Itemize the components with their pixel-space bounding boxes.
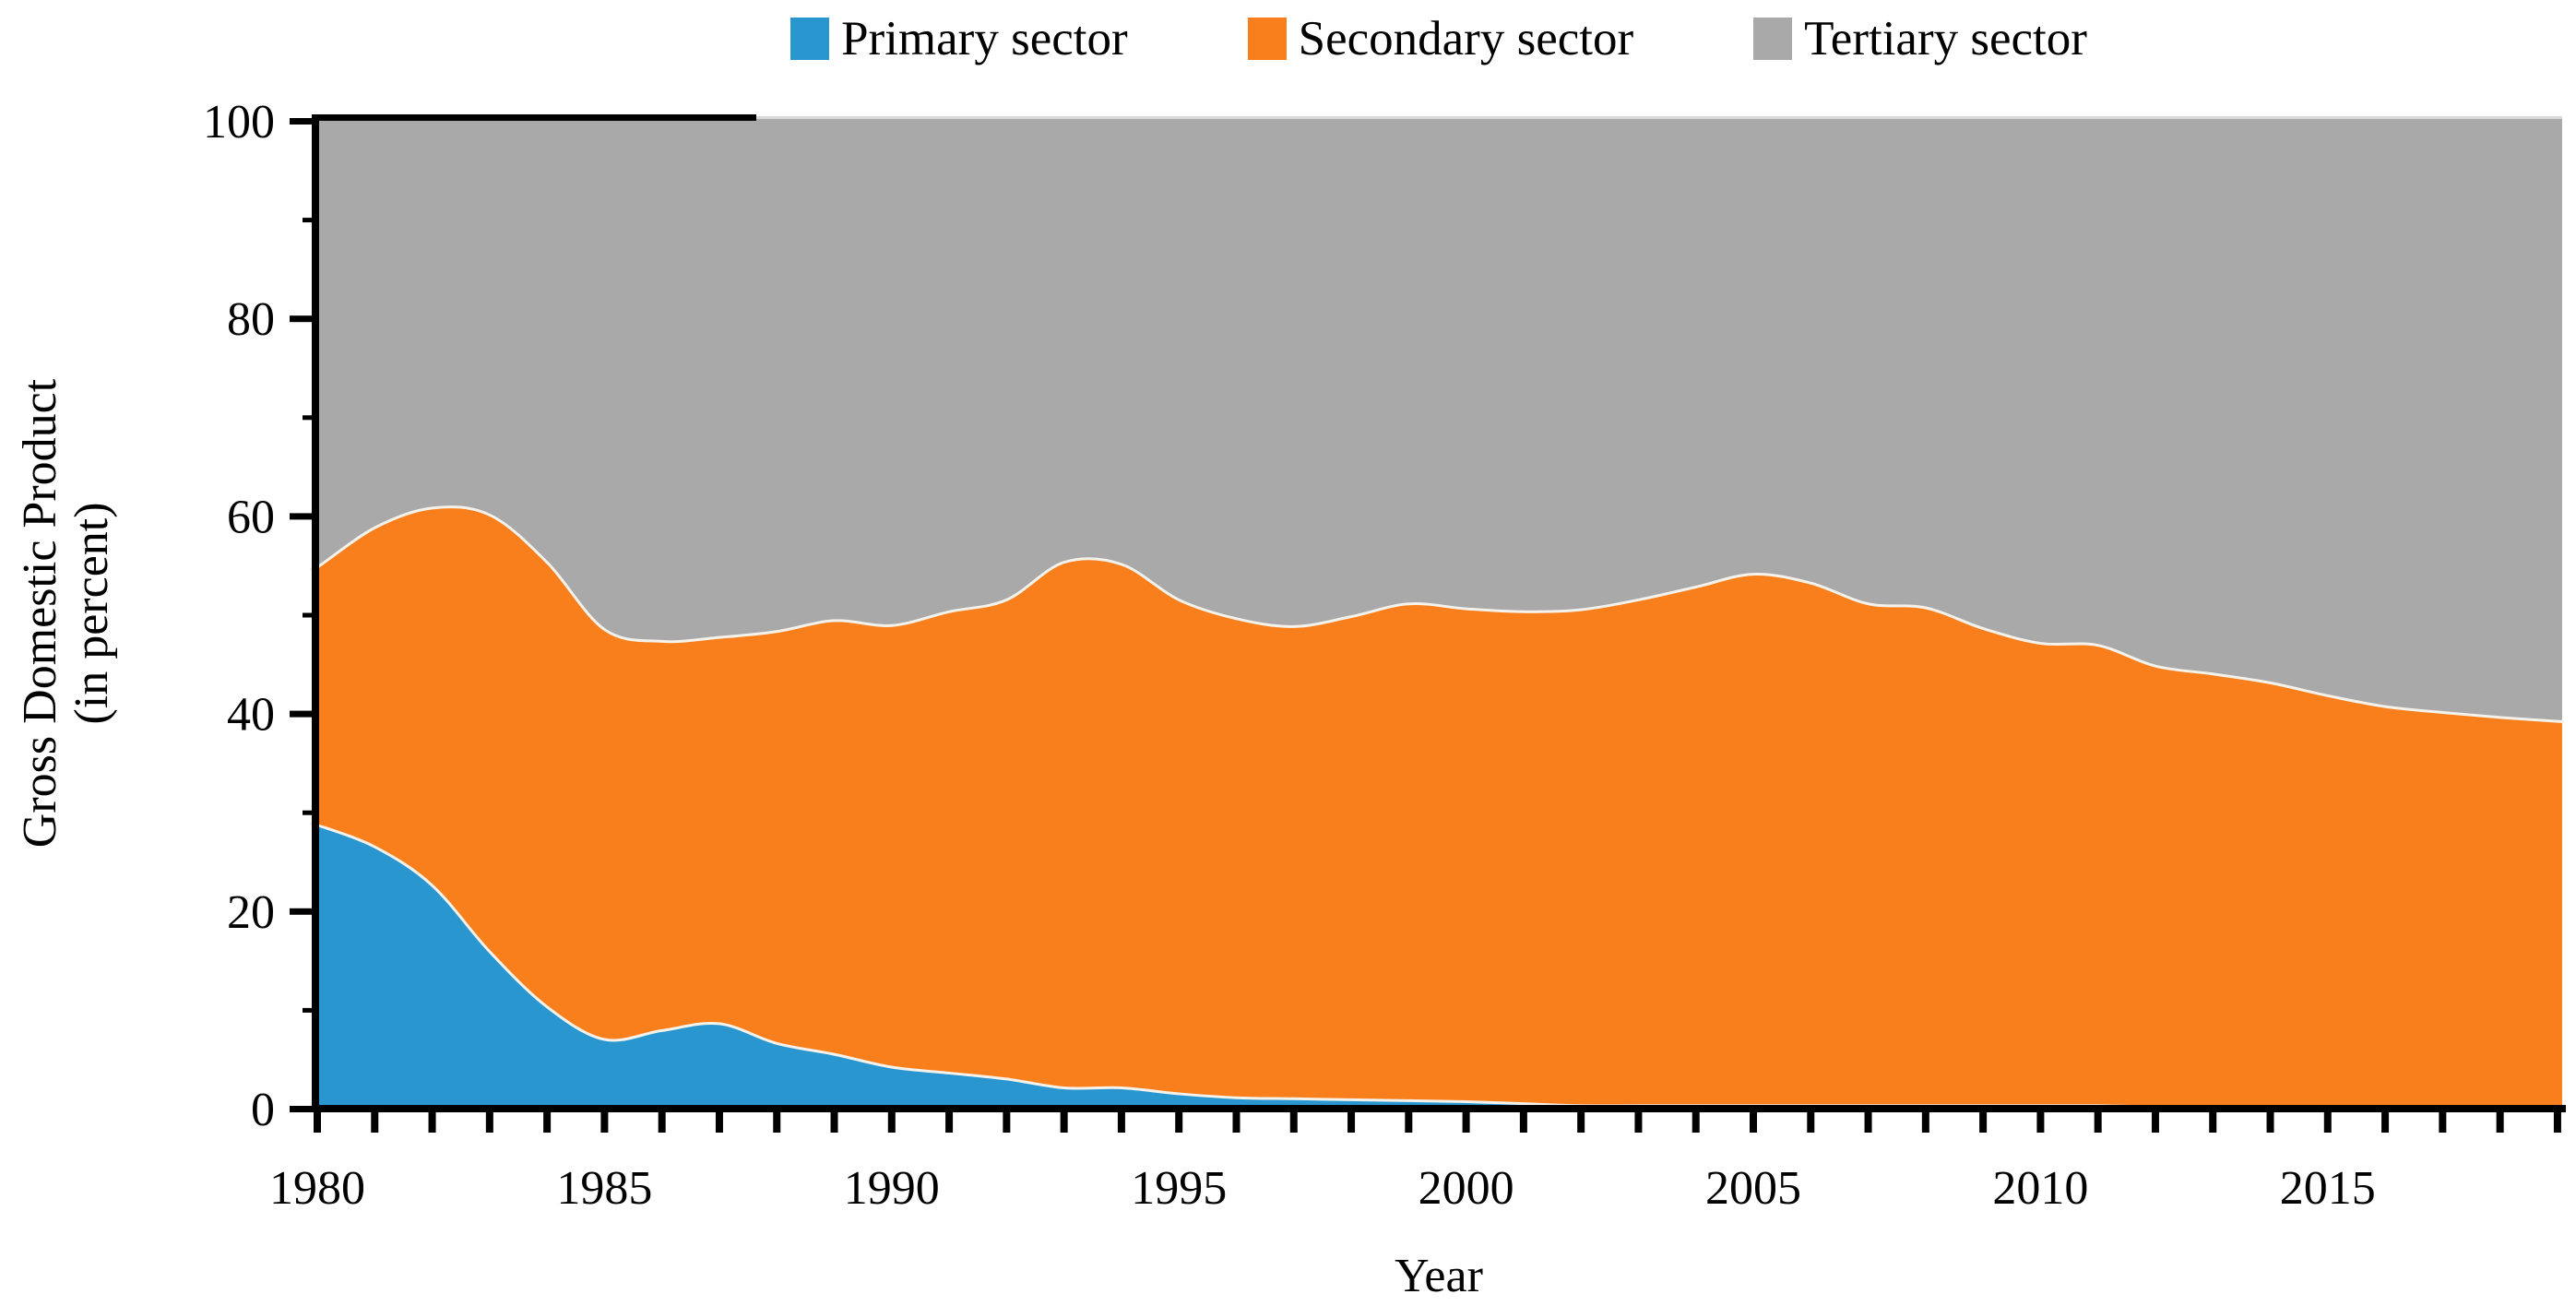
x-tick xyxy=(1289,1112,1298,1133)
legend-item-primary: Primary sector xyxy=(790,11,1128,65)
x-tick-label: 2000 xyxy=(1419,1162,1514,1215)
y-major-tick xyxy=(290,118,315,125)
x-tick-label: 2005 xyxy=(1705,1162,1801,1215)
x-tick-label: 1990 xyxy=(844,1162,940,1215)
x-tick xyxy=(2553,1112,2561,1133)
x-tick xyxy=(1175,1112,1183,1133)
legend-label-tertiary: Tertiary sector xyxy=(1804,11,2087,65)
legend-item-tertiary: Tertiary sector xyxy=(1753,11,2087,65)
x-tick xyxy=(773,1112,781,1133)
x-tick xyxy=(371,1112,379,1133)
plot-top-border xyxy=(312,114,756,121)
x-tick xyxy=(1060,1112,1068,1133)
plot-area xyxy=(309,118,2565,1109)
y-minor-tick xyxy=(303,415,315,421)
x-tick xyxy=(1979,1112,1988,1133)
primary-sector-area xyxy=(311,823,2564,1109)
x-tick xyxy=(1519,1112,1527,1133)
y-major-tick xyxy=(290,908,315,915)
legend-swatch-tertiary-icon xyxy=(1753,18,1793,60)
secondary-sector-area xyxy=(311,506,2564,1109)
x-tick xyxy=(1003,1112,1011,1133)
x-tick xyxy=(2381,1112,2390,1133)
y-minor-tick xyxy=(303,218,315,223)
x-tick xyxy=(314,1112,321,1133)
legend-swatch-primary-icon xyxy=(790,18,830,60)
y-major-tick xyxy=(290,710,315,718)
secondary-tertiary-boundary xyxy=(309,505,2565,723)
legend-swatch-secondary-icon xyxy=(1247,18,1287,60)
x-tick xyxy=(2151,1112,2159,1133)
x-tick xyxy=(1692,1112,1700,1133)
x-tick xyxy=(2209,1112,2217,1133)
x-tick xyxy=(1921,1112,1929,1133)
x-tick xyxy=(1117,1112,1125,1133)
legend-item-secondary: Secondary sector xyxy=(1247,11,1634,65)
x-tick xyxy=(428,1112,436,1133)
x-tick xyxy=(715,1112,723,1133)
y-minor-tick xyxy=(303,1007,315,1013)
x-tick xyxy=(945,1112,954,1133)
chart-legend: Primary sector Secondary sector Tertiary… xyxy=(315,9,2562,68)
y-tick-label: 0 xyxy=(251,1084,275,1136)
y-axis-title-line2: (in percent) xyxy=(65,502,118,724)
x-tick-label: 2015 xyxy=(2280,1162,2376,1215)
x-tick xyxy=(485,1112,493,1133)
x-tick-label: 1995 xyxy=(1131,1162,1227,1215)
x-tick xyxy=(1462,1112,1470,1133)
x-tick xyxy=(1864,1112,1872,1133)
plot-top-edge xyxy=(756,116,2562,119)
y-tick-label: 80 xyxy=(227,293,275,346)
x-tick xyxy=(2036,1112,2045,1133)
x-tick xyxy=(1232,1112,1241,1133)
x-tick xyxy=(600,1112,609,1133)
x-tick-label: 1980 xyxy=(269,1162,365,1215)
x-tick xyxy=(1634,1112,1643,1133)
axes: 0 20 40 60 80 100 1980 1985 1990 1995 2000 2005 2010… xyxy=(203,96,2566,1215)
x-tick xyxy=(2439,1112,2447,1133)
x-tick xyxy=(1347,1112,1356,1133)
y-major-tick xyxy=(290,315,315,323)
x-tick xyxy=(1750,1112,1757,1133)
x-tick xyxy=(543,1112,552,1133)
x-tick xyxy=(2496,1112,2504,1133)
x-tick xyxy=(2323,1112,2332,1133)
x-axis-title: Year xyxy=(1395,1250,1483,1302)
y-axis-title-line1: Gross Domestic Product xyxy=(14,378,66,848)
y-minor-tick xyxy=(303,810,315,815)
legend-label-secondary: Secondary sector xyxy=(1298,11,1634,65)
y-major-tick xyxy=(290,1106,315,1112)
y-tick-label: 20 xyxy=(227,886,275,939)
x-axis-line xyxy=(312,1105,2566,1112)
x-tick xyxy=(1807,1112,1815,1133)
x-tick xyxy=(1577,1112,1585,1133)
y-minor-tick xyxy=(303,612,315,618)
y-tick-label: 100 xyxy=(203,96,275,148)
x-tick xyxy=(2266,1112,2274,1133)
y-tick-label: 40 xyxy=(227,689,275,742)
x-tick xyxy=(830,1112,838,1133)
x-tick xyxy=(887,1112,896,1133)
x-tick-label: 1985 xyxy=(556,1162,652,1215)
y-tick-label: 60 xyxy=(227,491,275,543)
y-major-tick xyxy=(290,513,315,520)
x-tick xyxy=(1405,1112,1413,1133)
x-tick xyxy=(658,1112,666,1133)
legend-label-primary: Primary sector xyxy=(841,11,1128,65)
x-tick xyxy=(2094,1112,2102,1133)
x-tick-label: 2010 xyxy=(1992,1162,2088,1215)
